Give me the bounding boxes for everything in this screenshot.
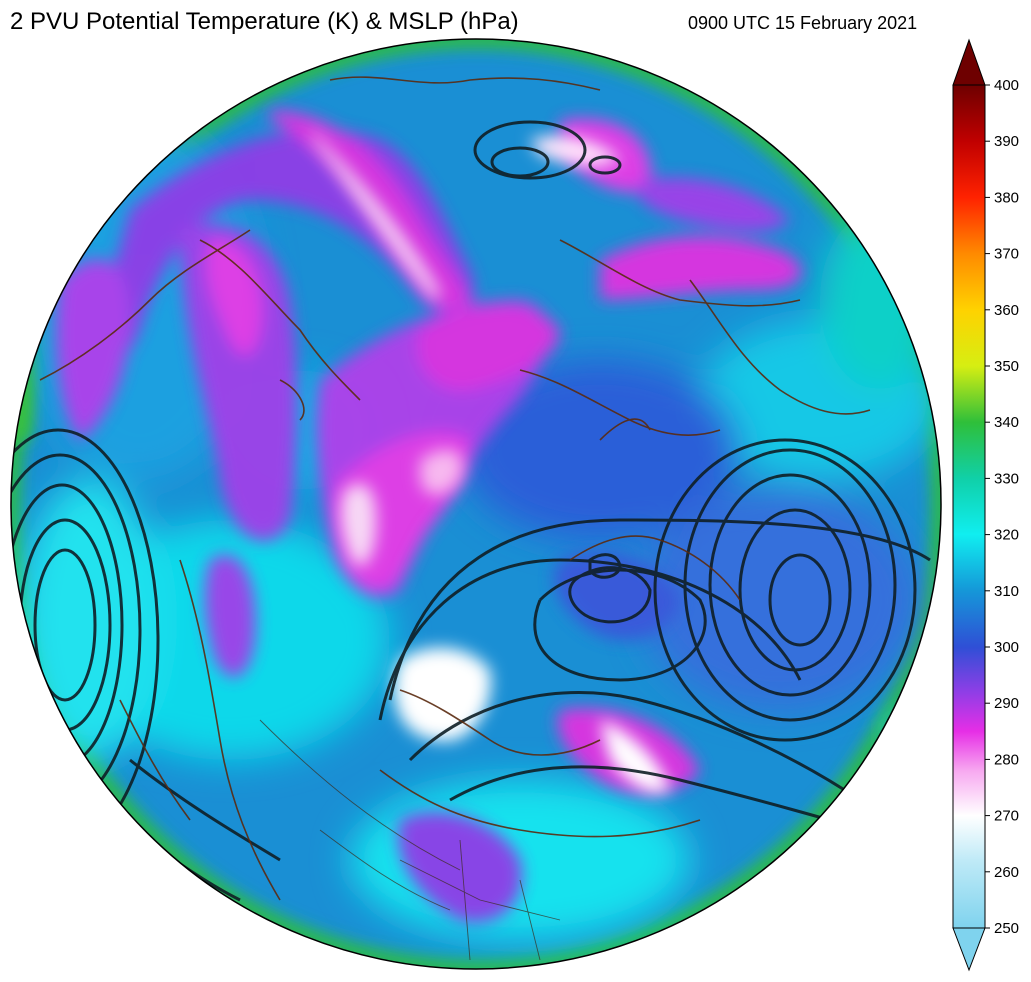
colorbar-tick-label: 320 <box>994 527 1019 544</box>
colorbar-tick-label: 310 <box>994 583 1019 600</box>
colorbar-tick-label: 250 <box>994 920 1019 937</box>
colorbar-ticks: 400 390 380 370 360 350 340 330 320 310 300 290 280 2… <box>985 77 1019 937</box>
colorbar-tick-label: 360 <box>994 302 1019 319</box>
colorbar-tick-label: 370 <box>994 246 1019 263</box>
colorbar-tick-label: 300 <box>994 639 1019 656</box>
colorbar-tick-label: 280 <box>994 751 1019 768</box>
colorbar-tick-label: 350 <box>994 358 1019 375</box>
colorbar-ramp <box>952 84 986 929</box>
valid-time: 0900 UTC 15 February 2021 <box>688 13 918 33</box>
colorbar-tick-label: 270 <box>994 808 1019 825</box>
colorbar-tick-label: 400 <box>994 77 1019 94</box>
colorbar-tick-label: 390 <box>994 133 1019 150</box>
colorbar-min-extension <box>952 927 986 972</box>
coastlines <box>39 76 871 901</box>
colorbar-tick-label: 330 <box>994 470 1019 487</box>
globe-outline <box>10 38 942 970</box>
colorbar-tick-label: 340 <box>994 414 1019 431</box>
colorbar-tick-label: 260 <box>994 864 1019 881</box>
map-title: 2 PVU Potential Temperature (K) & MSLP (… <box>10 8 519 35</box>
colorbar: 400 390 380 370 360 350 340 330 320 310 300 290 280 2… <box>952 38 1019 972</box>
colorbar-tick-label: 290 <box>994 695 1019 712</box>
colorbar-max-extension <box>952 38 986 86</box>
globe <box>11 39 941 969</box>
borders <box>259 719 561 961</box>
colorbar-tick-label: 380 <box>994 189 1019 206</box>
